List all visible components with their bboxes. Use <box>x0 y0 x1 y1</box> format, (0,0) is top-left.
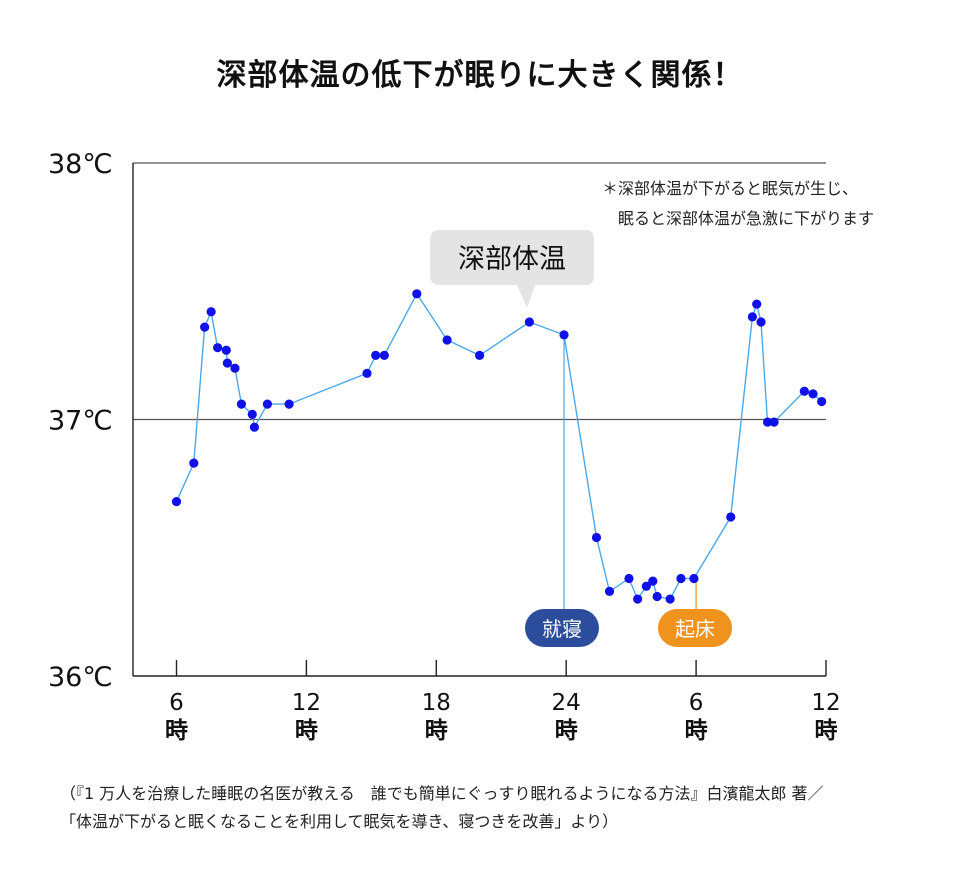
grid-lines <box>133 162 826 421</box>
wake-tag: 起床 <box>658 609 732 647</box>
source-line-2: 「体温が下がると眠くなることを利用して眠気を導き、寝つきを改善」より） <box>60 812 619 831</box>
data-point <box>689 573 699 584</box>
x-tick-label: 24 <box>552 690 581 716</box>
x-tick-label: 12 <box>292 690 321 716</box>
x-tick-label: 18 <box>422 690 451 716</box>
x-tick-unit: 時 <box>295 718 318 744</box>
x-tick-unit: 時 <box>555 718 578 744</box>
data-point <box>524 317 534 327</box>
data-point <box>769 417 779 427</box>
data-point <box>652 591 662 602</box>
data-point <box>284 399 294 409</box>
data-point <box>665 594 675 604</box>
note-line-2: 眠ると深部体温が急激に下がります <box>618 209 874 228</box>
sleep-tag-label: 就寝 <box>542 617 582 641</box>
note-line-1: ＊深部体温が下がると眠気が生じ、 <box>602 179 858 198</box>
data-point <box>221 345 231 355</box>
data-point <box>799 386 809 396</box>
axes <box>132 163 826 677</box>
data-point <box>189 458 199 468</box>
data-point <box>230 363 240 373</box>
data-point <box>379 350 389 360</box>
data-point <box>200 322 210 332</box>
sleep-tag: 就寝 <box>525 609 599 647</box>
data-point <box>362 368 372 378</box>
y-tick-label: 36℃ <box>48 662 113 693</box>
event-markers <box>563 334 697 609</box>
x-tick-unit: 時 <box>165 718 188 744</box>
source-line-1: （『1 万人を治療した睡眠の名医が教える 誰でも簡単にぐっすり眠れるようになる方… <box>60 784 824 803</box>
y-tick-label: 38℃ <box>48 149 113 180</box>
data-point <box>206 307 216 317</box>
data-point <box>817 396 827 407</box>
data-point <box>236 399 247 409</box>
data-point <box>641 581 651 591</box>
data-point <box>756 317 766 327</box>
data-point <box>591 532 602 543</box>
temperature-line <box>175 292 823 601</box>
data-point <box>808 389 818 399</box>
x-tick-label: 12 <box>811 690 840 716</box>
data-point <box>633 594 643 604</box>
temperature-points <box>171 289 827 604</box>
y-tick-labels: 36℃ 37℃ 38℃ <box>48 149 113 693</box>
source-citation: （『1 万人を治療した睡眠の名医が教える 誰でも簡単にぐっすり眠れるようになる方… <box>60 780 824 836</box>
data-point <box>559 330 569 340</box>
data-point <box>648 576 658 586</box>
data-point <box>262 399 273 409</box>
data-point <box>412 289 422 299</box>
data-point <box>604 586 615 596</box>
data-point <box>726 512 736 522</box>
data-point <box>171 496 182 507</box>
data-point <box>747 312 757 322</box>
callout-bubble: 深部体温 <box>430 230 594 308</box>
data-point <box>222 358 232 368</box>
data-point <box>442 335 452 345</box>
data-point <box>752 299 762 309</box>
data-point <box>247 409 257 419</box>
chart-title: 深部体温の低下が眠りに大きく関係！ <box>216 58 744 93</box>
y-tick-label: 37℃ <box>48 406 113 437</box>
wake-tag-label: 起床 <box>675 617 715 641</box>
x-tick-unit: 時 <box>685 718 708 744</box>
data-point <box>213 343 223 353</box>
data-point <box>624 573 634 584</box>
data-point <box>249 422 260 432</box>
x-tick-label: 6 <box>169 690 184 716</box>
x-tick-label: 6 <box>689 690 704 716</box>
data-point <box>676 573 686 584</box>
x-tick-unit: 時 <box>425 718 448 744</box>
data-point <box>762 417 773 427</box>
callout-label: 深部体温 <box>458 244 566 275</box>
data-point <box>475 350 485 360</box>
data-point <box>371 350 381 360</box>
x-tick-unit: 時 <box>815 718 838 744</box>
